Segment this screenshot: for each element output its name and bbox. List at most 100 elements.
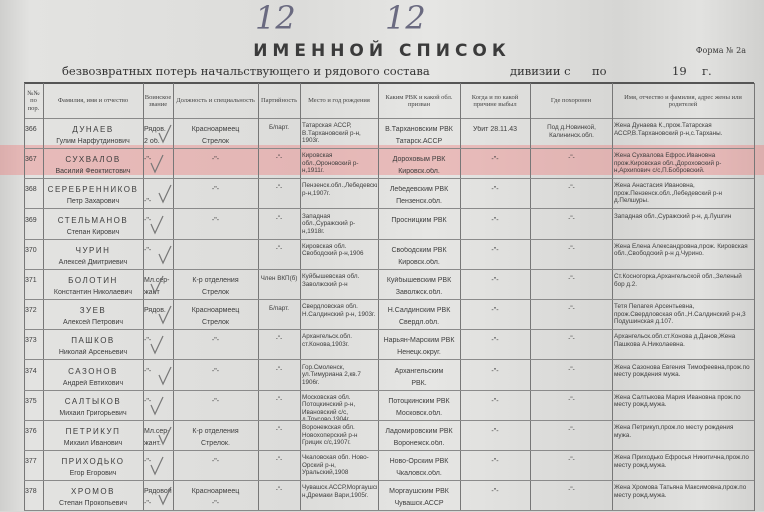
- military-rank: Рядов.: [144, 307, 166, 315]
- given-names: Михаил Григорьевич: [59, 409, 127, 417]
- party-membership: -"-: [275, 214, 283, 222]
- burial-place: -"-: [568, 365, 575, 373]
- date-reason: -"-: [491, 488, 499, 496]
- subtitle-year: 19: [672, 64, 687, 78]
- given-names: Петр Захарович: [66, 198, 120, 206]
- subtitle-division: дивизии с: [510, 64, 571, 78]
- position: -"-: [211, 156, 220, 164]
- relatives-address: Жена Салтыкова Мария Ивановна прож.по ме…: [614, 393, 741, 409]
- column-header: Фамилия, имя и отчество: [57, 97, 129, 105]
- check-mark-icon: [158, 185, 172, 204]
- enlistment-office: В.Тархановским РВК: [385, 126, 453, 133]
- header-bottom-rule: [24, 118, 754, 119]
- check-mark-icon: [158, 366, 172, 386]
- check-mark-icon: [150, 456, 164, 476]
- column-divider: [378, 83, 379, 511]
- birthplace: Татарская АССР, В.Тархановский р-н, 1903…: [302, 122, 361, 144]
- row-number: 368: [25, 186, 37, 194]
- surname: ЗУЕВ: [79, 307, 107, 316]
- enlistment-office: Н.Салдинским РВК: [387, 307, 451, 315]
- given-names: Николай Арсеньевич: [58, 349, 128, 357]
- relatives-address: Ст.Косногорка,Архангельской обл.,Зеленый…: [614, 273, 742, 288]
- burial-place: -"-: [568, 426, 575, 433]
- row-divider: [24, 178, 754, 180]
- relatives-address: Жена Сухвалова Ефрос.Ивановна прож.Киров…: [614, 152, 722, 175]
- position: Красноармеец: [191, 307, 240, 315]
- military-rank: -"-: [144, 337, 152, 345]
- enlistment-office: Просницким РВК: [391, 216, 447, 224]
- column-divider: [300, 83, 301, 511]
- row-number: 371: [25, 277, 37, 284]
- given-names: Василий Феоктистович: [55, 168, 131, 176]
- column-header: Имя, отчество и фамилия, адрес жены или …: [624, 93, 742, 109]
- burial-place: -"-: [568, 214, 575, 222]
- enlistment-region: Воронежск.обл.: [393, 440, 445, 447]
- party-membership: -"-: [275, 365, 283, 373]
- birthplace: Московская обл. Потоцкинский р-н, Иванов…: [302, 393, 356, 420]
- enlistment-office: Ладомировским РВК: [385, 428, 453, 435]
- date-reason: -"-: [491, 307, 499, 315]
- burial-place: -"-: [568, 154, 575, 162]
- given-names: Алексей Петрович: [63, 319, 123, 327]
- column-divider: [258, 83, 259, 511]
- handwritten-number: 12: [255, 0, 296, 37]
- military-rank: -"-: [144, 367, 152, 375]
- position: -"-: [211, 186, 220, 194]
- given-names: Алексей Дмитриевич: [58, 258, 128, 266]
- enlistment-office: Дороховым РВК: [392, 156, 446, 164]
- enlistment-office: Нарьян-Марским РВК: [383, 337, 455, 345]
- row-divider: [24, 148, 754, 149]
- column-header: №№ по пор.: [27, 89, 40, 112]
- handwritten-number: 12: [385, 0, 426, 37]
- given-names: Степан Кирович: [66, 228, 120, 236]
- military-rank: Мл.сер-: [144, 277, 170, 284]
- row-divider: [24, 450, 754, 451]
- row-divider: [24, 480, 754, 482]
- birthplace: Куйбышевская обл. Заволжский р-н: [302, 273, 360, 288]
- column-header: Должность и специальность: [176, 97, 255, 105]
- position: -"-: [211, 367, 220, 375]
- position: К-р отделения: [192, 428, 239, 435]
- position-cont: -"-: [211, 500, 220, 508]
- check-mark-icon: [158, 124, 172, 144]
- date-reason: -"-: [491, 397, 499, 405]
- given-names: Егор Егорович: [69, 470, 117, 478]
- row-divider: [24, 208, 754, 210]
- position: -"-: [211, 337, 220, 345]
- highlighted-row: [0, 145, 764, 175]
- row-number: 375: [25, 397, 37, 405]
- date-reason: -"-: [491, 216, 499, 224]
- enlistment-region: Кировск.обл.: [398, 168, 440, 176]
- column-header: Каким РВК и какой обл. призван: [385, 93, 453, 109]
- surname: САЗОНОВ: [68, 367, 118, 376]
- surname: ПАШКОВ: [71, 337, 115, 346]
- subtitle-text: безвозвратных потерь начальствующего и р…: [62, 64, 430, 78]
- column-header: Место и год рождения: [308, 97, 370, 105]
- military-rank-cont: жант.: [144, 440, 161, 447]
- date-reason: -"-: [491, 337, 499, 345]
- check-mark-icon: [150, 215, 164, 235]
- birthplace: Кировская обл. Свободский р-н,1906: [302, 242, 364, 258]
- date-reason: -"-: [491, 156, 499, 164]
- date-reason: -"-: [491, 246, 499, 254]
- relatives-address: Западная обл.,Суражский р-н, д.Лушгин: [614, 212, 732, 220]
- relatives-address: Тетя Пелагея Арсентьевна, прож.Свердловс…: [614, 303, 746, 326]
- date-reason: -"-: [491, 186, 499, 194]
- surname: ПЕТРИКУП: [65, 428, 121, 436]
- military-rank-cont: -"-: [144, 198, 152, 206]
- date-reason: Убит 28.11.43: [472, 126, 518, 133]
- surname: ХРОМОВ: [71, 488, 115, 497]
- burial-place: -"-: [568, 395, 575, 403]
- surname: СУХВАЛОВ: [65, 156, 121, 165]
- enlistment-region: Московск.обл.: [395, 409, 443, 417]
- row-number: 373: [25, 337, 37, 345]
- row-divider: [24, 268, 754, 270]
- military-rank: -"-: [144, 397, 152, 405]
- given-names: Михаил Иванович: [63, 440, 123, 447]
- party-membership: -"-: [275, 154, 283, 162]
- enlistment-office: Ново-Орским РВК: [389, 458, 449, 466]
- relatives-address: Жена Петрикуп,прож.по месту рождения муж…: [614, 424, 734, 439]
- military-rank-cont: жант: [144, 289, 160, 296]
- party-membership: -"-: [275, 244, 283, 252]
